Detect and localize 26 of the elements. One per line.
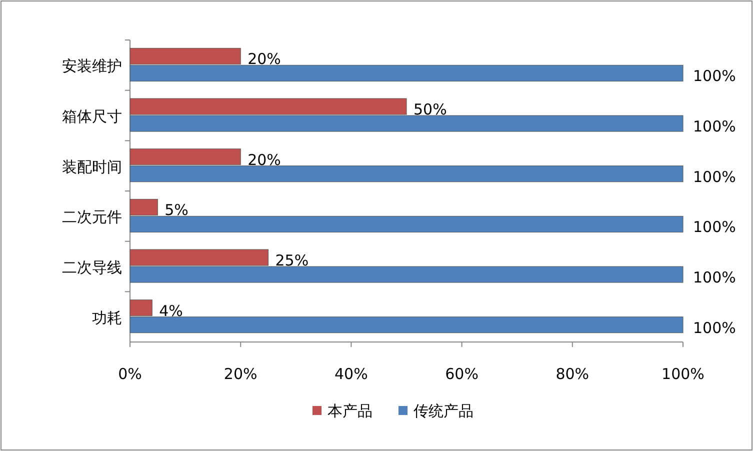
y-tick-label: 功耗	[92, 308, 122, 327]
data-label: 4%	[159, 302, 183, 320]
data-label: 20%	[248, 50, 281, 68]
data-label: 100%	[693, 268, 736, 286]
data-label: 100%	[693, 318, 736, 337]
x-tick-label: 40%	[334, 365, 368, 383]
y-tick-label: 二次元件	[62, 208, 122, 226]
y-tick-label: 二次导线	[62, 258, 122, 276]
legend-label: 本产品	[328, 402, 372, 420]
y-tick-label: 箱体尺寸	[62, 108, 122, 126]
y-tick-label: 安装维护	[62, 57, 122, 76]
x-tick-label: 60%	[445, 365, 478, 383]
x-tick-label: 20%	[224, 365, 258, 383]
data-label: 20%	[248, 150, 281, 169]
legend-label: 传统产品	[414, 402, 474, 420]
data-label: 50%	[414, 100, 447, 118]
x-tick-label: 0%	[118, 365, 142, 383]
x-tick-label: 80%	[556, 365, 590, 383]
data-label: 100%	[693, 168, 736, 186]
data-label: 100%	[693, 118, 736, 136]
y-tick-label: 装配时间	[62, 158, 122, 176]
data-label: 5%	[164, 201, 188, 220]
data-label: 25%	[275, 252, 309, 270]
data-label: 100%	[693, 67, 736, 86]
data-label: 100%	[693, 218, 736, 236]
x-tick-label: 100%	[662, 365, 704, 383]
